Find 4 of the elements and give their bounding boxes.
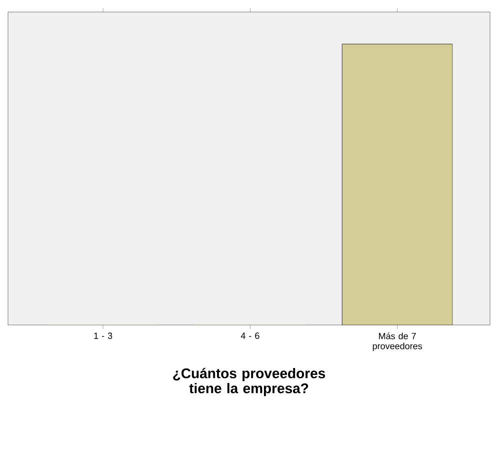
x-tick-label: Más de 7 proveedores xyxy=(372,332,422,352)
x-tick-label: 1 - 3 xyxy=(94,332,112,339)
x-axis-title: ¿Cuántos proveedores tiene la empresa? xyxy=(173,368,326,396)
x-tick-label: 4 - 6 xyxy=(240,332,260,339)
